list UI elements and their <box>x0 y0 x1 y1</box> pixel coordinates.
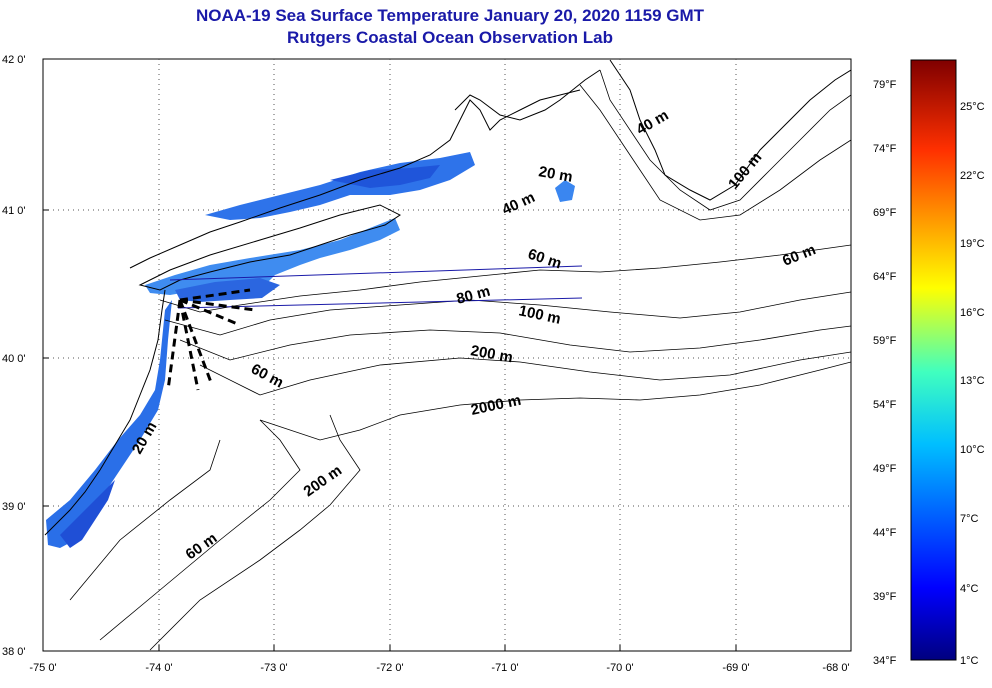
colorbar-c-label: 7°C <box>960 513 979 525</box>
colorbar-f-label: 74°F <box>873 143 897 155</box>
y-tick-label: 42 0' <box>2 54 26 66</box>
axis-ticks <box>42 58 852 652</box>
colorbar-f-label: 49°F <box>873 463 897 475</box>
colorbar-c-label: 16°C <box>960 307 985 319</box>
x-tick-label: -72 0' <box>376 662 403 674</box>
chart-title: NOAA-19 Sea Surface Temperature January … <box>195 6 705 25</box>
colorbar-f-label: 64°F <box>873 271 897 283</box>
x-tick-label: -68 0' <box>822 662 849 674</box>
colorbar <box>910 59 957 661</box>
chart-subtitle: Rutgers Coastal Ocean Observation Lab <box>287 28 613 47</box>
swath-lines <box>169 265 583 309</box>
colorbar-f-label: 54°F <box>873 399 897 411</box>
colorbar-c-label: 25°C <box>960 101 985 113</box>
colorbar-f-label: 59°F <box>873 335 897 347</box>
y-tick-label: 39 0' <box>2 501 26 513</box>
x-tick-label: -73 0' <box>260 662 287 674</box>
dashed-lines <box>166 288 256 391</box>
colorbar-f-label: 34°F <box>873 655 897 667</box>
isobath-lines <box>69 69 851 651</box>
colorbar-c-label: 19°C <box>960 238 985 250</box>
colorbar-f-label: 79°F <box>873 79 897 91</box>
contour-label: 20 m <box>537 163 574 186</box>
colorbar-c-label: 22°C <box>960 170 985 182</box>
y-tick-label: 41 0' <box>2 205 26 217</box>
x-tick-label: -70 0' <box>606 662 633 674</box>
colorbar-c-label: 1°C <box>960 655 979 667</box>
coastline <box>44 59 851 536</box>
colorbar-f-label: 69°F <box>873 207 897 219</box>
colorbar-c-label: 4°C <box>960 583 979 595</box>
x-tick-label: -69 0' <box>722 662 749 674</box>
y-tick-label: 38 0' <box>2 646 26 658</box>
colorbar-c-label: 10°C <box>960 444 985 456</box>
colorbar-f-label: 44°F <box>873 527 897 539</box>
grid-lines <box>43 59 851 651</box>
colorbar-f-label: 39°F <box>873 591 897 603</box>
x-tick-label: -71 0' <box>491 662 518 674</box>
colorbar-c-labels: 25°C 22°C 19°C 16°C 13°C 10°C 7°C 4°C 1°… <box>960 101 985 667</box>
y-tick-label: 40 0' <box>2 353 26 365</box>
colorbar-f-labels: 79°F 74°F 69°F 64°F 59°F 54°F 49°F 44°F … <box>873 79 897 667</box>
colorbar-c-label: 13°C <box>960 375 985 387</box>
sst-patches <box>46 152 575 548</box>
x-tick-label: -74 0' <box>145 662 172 674</box>
x-tick-label: -75 0' <box>29 662 56 674</box>
